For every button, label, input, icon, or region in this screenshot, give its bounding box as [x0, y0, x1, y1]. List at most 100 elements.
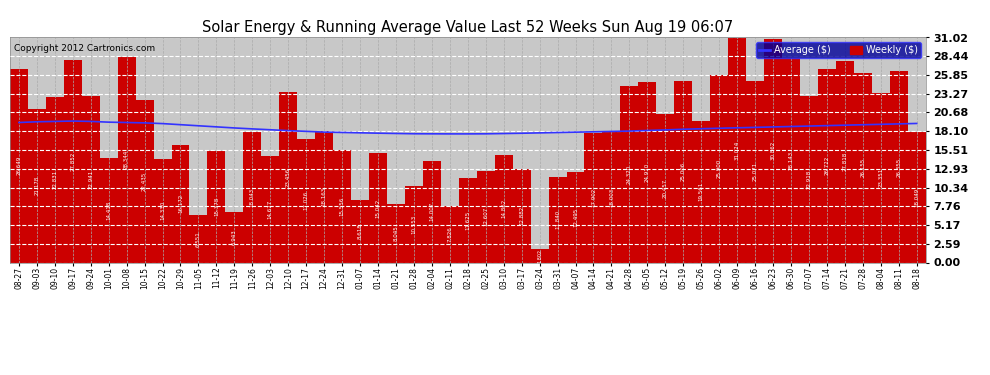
Text: 6.551: 6.551: [196, 231, 201, 247]
Text: 20.457: 20.457: [662, 178, 668, 198]
Bar: [728, 38, 746, 262]
Text: 28.344: 28.344: [124, 150, 129, 170]
Bar: [118, 57, 136, 262]
Bar: [100, 158, 118, 262]
Bar: [836, 61, 853, 262]
Bar: [279, 92, 297, 262]
Bar: [531, 249, 548, 262]
Text: 26.355: 26.355: [896, 157, 901, 177]
Bar: [584, 133, 603, 262]
Text: 24.910: 24.910: [644, 162, 649, 182]
Text: 28.143: 28.143: [788, 151, 793, 170]
Bar: [818, 69, 836, 262]
Bar: [189, 215, 208, 262]
Bar: [28, 109, 46, 262]
Text: 11.840: 11.840: [555, 210, 560, 229]
Text: 12.607: 12.607: [483, 207, 488, 226]
Text: Copyright 2012 Cartronics.com: Copyright 2012 Cartronics.com: [15, 44, 155, 53]
Text: 24.320: 24.320: [627, 165, 632, 184]
Text: 7.826: 7.826: [447, 226, 452, 242]
Bar: [800, 96, 818, 262]
Bar: [244, 132, 261, 262]
Text: 15.042: 15.042: [375, 198, 380, 217]
Bar: [656, 114, 674, 262]
Text: 23.456: 23.456: [286, 168, 291, 187]
Text: 21.178: 21.178: [35, 176, 40, 195]
Bar: [853, 73, 872, 262]
Text: 17.902: 17.902: [591, 188, 596, 207]
Text: 6.943: 6.943: [232, 230, 237, 245]
Bar: [458, 178, 477, 262]
Text: 14.330: 14.330: [160, 201, 165, 220]
Bar: [782, 58, 800, 262]
Bar: [261, 156, 279, 262]
Bar: [369, 153, 387, 262]
Bar: [136, 100, 153, 262]
Text: 25.071: 25.071: [752, 162, 757, 181]
Bar: [297, 139, 315, 262]
Text: 26.155: 26.155: [860, 158, 865, 177]
Bar: [621, 86, 639, 262]
Bar: [171, 145, 189, 262]
Bar: [405, 186, 423, 262]
Bar: [63, 60, 82, 262]
Bar: [333, 150, 351, 262]
Text: 30.862: 30.862: [770, 141, 775, 160]
Text: 27.852: 27.852: [70, 152, 75, 171]
Bar: [423, 161, 441, 262]
Text: 18.043: 18.043: [249, 188, 254, 207]
Text: 15.556: 15.556: [340, 196, 345, 216]
Bar: [226, 212, 244, 262]
Text: 18.049: 18.049: [914, 188, 919, 207]
Bar: [46, 97, 63, 262]
Bar: [710, 75, 728, 262]
Bar: [208, 151, 226, 262]
Text: 19.561: 19.561: [699, 182, 704, 201]
Text: 22.941: 22.941: [88, 170, 93, 189]
Bar: [764, 39, 782, 262]
Text: 16.172: 16.172: [178, 194, 183, 213]
Text: 15.378: 15.378: [214, 197, 219, 216]
Text: 1.802: 1.802: [538, 249, 543, 263]
Text: 25.900: 25.900: [717, 159, 722, 178]
Text: 22.918: 22.918: [807, 170, 812, 189]
Text: 26.649: 26.649: [17, 156, 22, 176]
Text: 14.677: 14.677: [267, 200, 273, 219]
Title: Solar Energy & Running Average Value Last 52 Weeks Sun Aug 19 06:07: Solar Energy & Running Average Value Las…: [202, 20, 734, 35]
Bar: [351, 200, 369, 262]
Text: 10.553: 10.553: [412, 214, 417, 234]
Bar: [890, 71, 908, 262]
Bar: [153, 159, 171, 262]
Text: 8.618: 8.618: [357, 224, 362, 239]
Text: 17.026: 17.026: [304, 191, 309, 210]
Legend: Average ($), Weekly ($): Average ($), Weekly ($): [755, 42, 921, 58]
Bar: [495, 155, 513, 262]
Bar: [566, 172, 584, 262]
Text: 22.831: 22.831: [52, 170, 57, 189]
Bar: [315, 131, 333, 262]
Text: 27.818: 27.818: [842, 152, 847, 171]
Text: 14.007: 14.007: [430, 202, 435, 221]
Bar: [441, 206, 458, 262]
Text: 11.625: 11.625: [465, 211, 470, 230]
Bar: [674, 81, 692, 262]
Text: 22.435: 22.435: [143, 171, 148, 191]
Bar: [639, 82, 656, 262]
Text: 14.418: 14.418: [106, 201, 111, 220]
Text: 25.006: 25.006: [681, 162, 686, 182]
Bar: [82, 96, 100, 262]
Bar: [477, 171, 495, 262]
Bar: [513, 169, 531, 262]
Bar: [10, 69, 28, 262]
Text: 14.862: 14.862: [501, 199, 506, 218]
Bar: [872, 93, 890, 262]
Text: 12.495: 12.495: [573, 207, 578, 227]
Text: 18.163: 18.163: [322, 187, 327, 206]
Bar: [387, 204, 405, 262]
Text: 8.045: 8.045: [393, 225, 398, 241]
Text: 12.882: 12.882: [519, 206, 524, 225]
Text: 23.351: 23.351: [878, 168, 883, 188]
Text: 18.003: 18.003: [609, 188, 614, 207]
Bar: [603, 132, 621, 262]
Bar: [908, 132, 926, 262]
